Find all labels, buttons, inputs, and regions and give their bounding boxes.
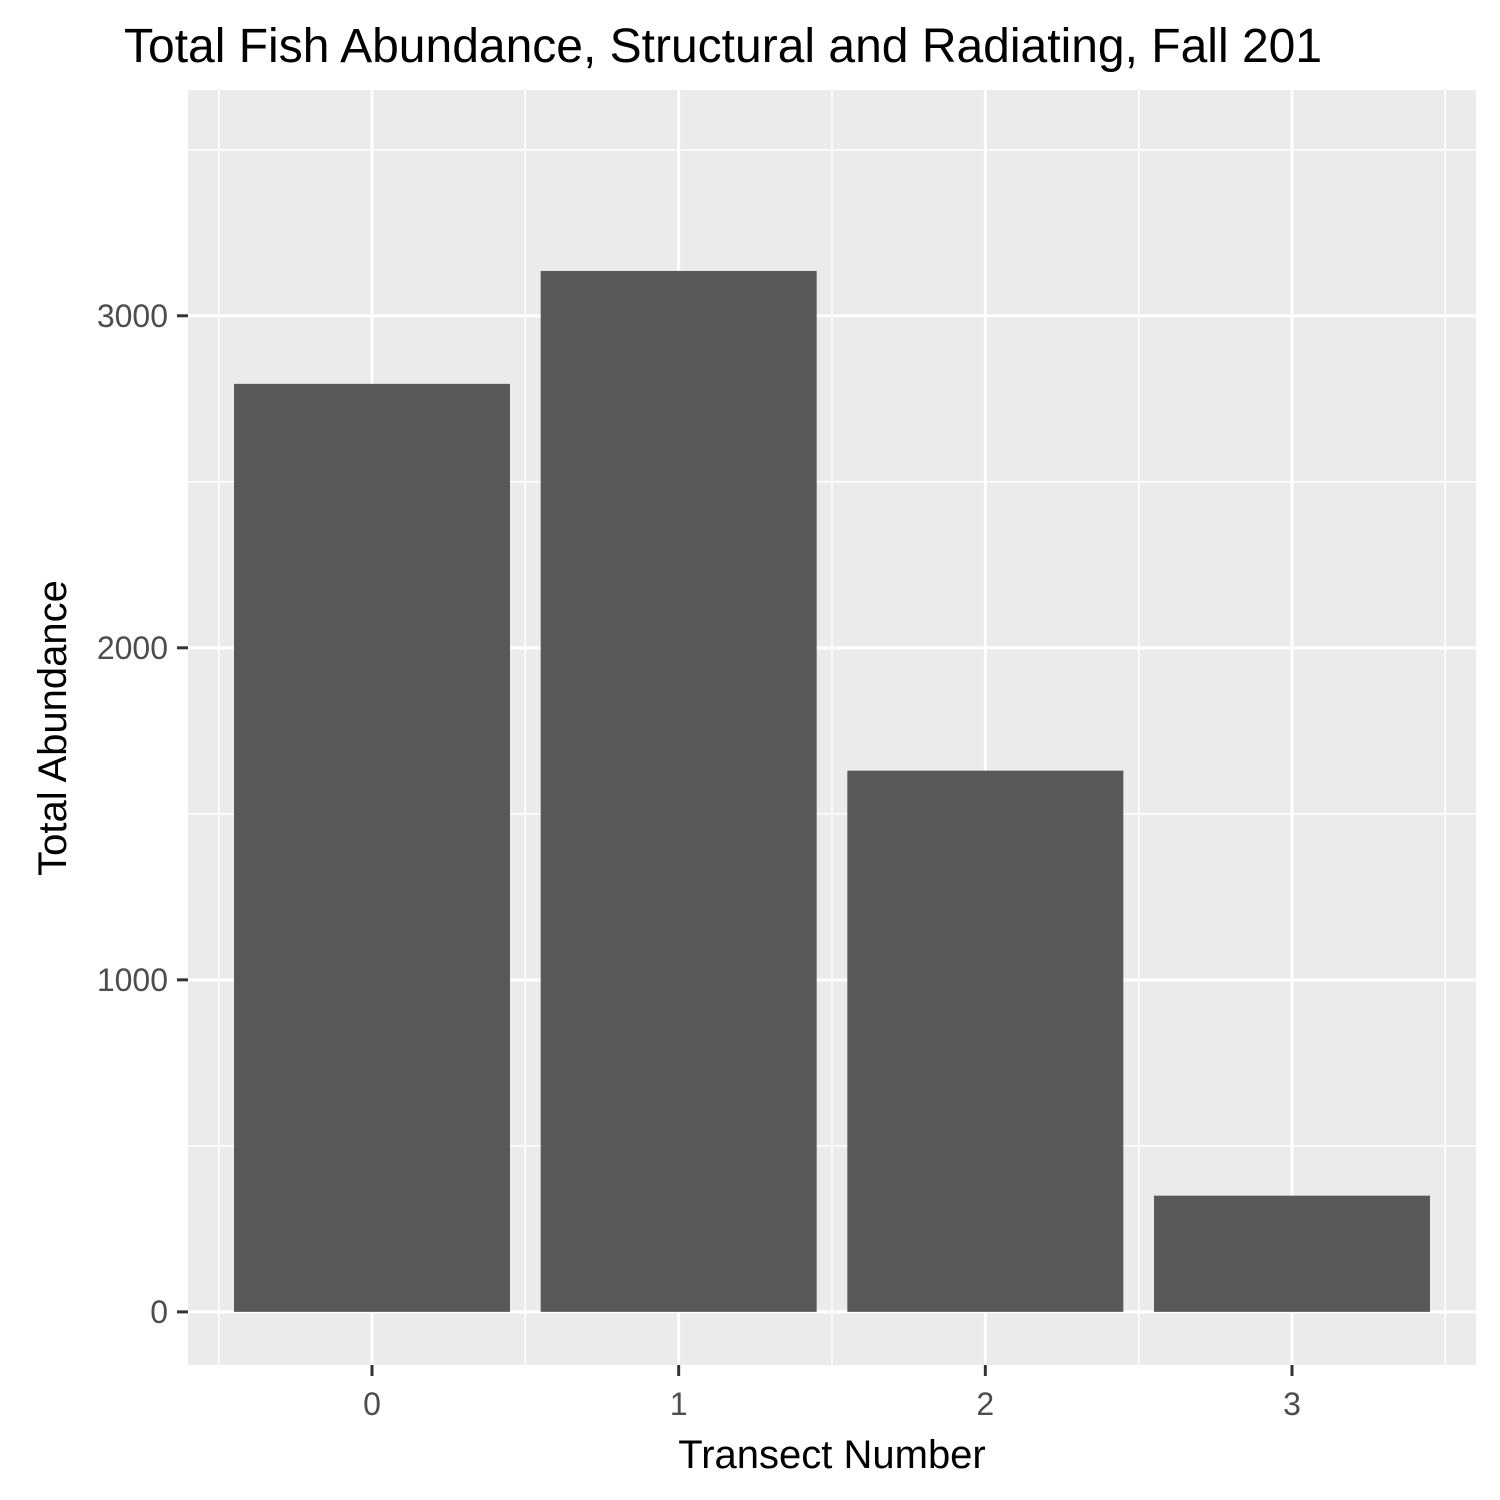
bar-1 <box>540 270 817 1312</box>
x-tick-label: 3 <box>1283 1386 1301 1422</box>
y-axis: 0 1000 2000 3000 <box>97 298 188 1330</box>
y-tick-label: 0 <box>150 1294 168 1330</box>
y-tick-label: 3000 <box>97 298 168 334</box>
x-tick-label: 1 <box>670 1386 688 1422</box>
bars <box>234 270 1430 1312</box>
bar-3 <box>1154 1195 1430 1312</box>
x-tick-label: 0 <box>363 1386 381 1422</box>
x-axis: 0 1 2 3 <box>363 1365 1301 1422</box>
y-axis-title: Total Abundance <box>31 580 75 876</box>
x-tick-label: 2 <box>976 1386 994 1422</box>
x-axis-title: Transect Number <box>678 1433 986 1477</box>
y-tick-label: 1000 <box>97 962 168 998</box>
bar-0 <box>234 383 510 1312</box>
chart-title: Total Fish Abundance, Structural and Rad… <box>124 20 1322 73</box>
bar-2 <box>847 770 1124 1312</box>
y-tick-label: 2000 <box>97 630 168 666</box>
